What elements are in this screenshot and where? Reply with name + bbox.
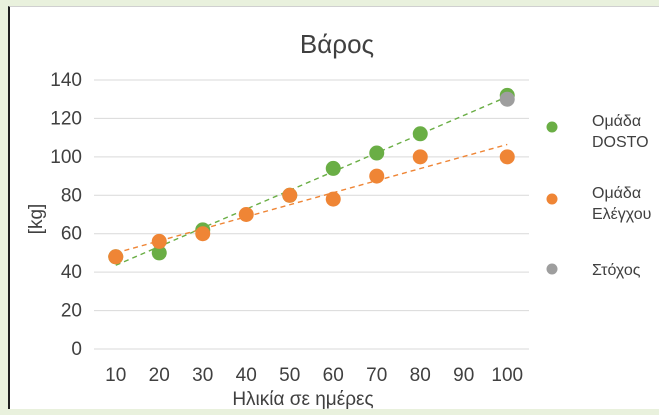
x-tick-70: 70 xyxy=(366,365,387,386)
y-tick-60: 60 xyxy=(61,224,82,245)
legend-label-0-1: DOSTO xyxy=(592,134,649,151)
point-series-1-2 xyxy=(195,226,211,242)
legend-label-2-0: Στόχος xyxy=(592,262,641,279)
point-series-0-4 xyxy=(325,160,341,176)
point-series-1-8 xyxy=(499,149,515,165)
x-tick-20: 20 xyxy=(149,365,170,386)
x-tick-100: 100 xyxy=(491,365,523,386)
y-tick-100: 100 xyxy=(50,147,82,168)
point-series-0-6 xyxy=(412,126,428,142)
point-series-1-5 xyxy=(325,191,341,207)
x-axis-label: Ηλικία σε ημέρες xyxy=(232,389,373,410)
chart-title: Βάρος xyxy=(300,29,374,59)
x-tick-50: 50 xyxy=(279,365,300,386)
trendlines xyxy=(115,96,508,266)
point-series-2-0 xyxy=(499,91,515,107)
point-series-0-5 xyxy=(369,145,385,161)
x-tick-60: 60 xyxy=(323,365,344,386)
legend: Ομάδα DOSTO Ομάδα Ελέγχου Στόχος xyxy=(546,113,651,279)
x-tick-80: 80 xyxy=(410,365,431,386)
y-tick-80: 80 xyxy=(61,185,82,206)
y-tick-140: 140 xyxy=(50,70,82,91)
point-series-1-7 xyxy=(412,149,428,165)
gridlines xyxy=(94,79,529,350)
legend-label-0-0: Ομάδα xyxy=(592,113,641,130)
y-tick-20: 20 xyxy=(61,301,82,322)
y-tick-labels: 0 20 40 60 80 100 120 140 xyxy=(50,70,82,360)
x-tick-40: 40 xyxy=(236,365,257,386)
legend-label-1-0: Ομάδα xyxy=(592,185,641,202)
point-series-1-4 xyxy=(282,187,298,203)
y-axis-label: [kg] xyxy=(26,204,47,235)
legend-marker-1 xyxy=(546,193,558,205)
legend-marker-2 xyxy=(546,263,558,275)
legend-label-1-1: Ελέγχου xyxy=(592,206,651,223)
data-points xyxy=(108,87,515,265)
y-tick-40: 40 xyxy=(61,262,82,283)
trendline-series-0 xyxy=(115,96,508,266)
point-series-0-1 xyxy=(151,245,167,261)
point-series-1-1 xyxy=(151,233,167,249)
trendline-series-1 xyxy=(115,143,508,254)
point-series-1-3 xyxy=(238,207,254,222)
x-tick-30: 30 xyxy=(192,365,213,386)
y-tick-120: 120 xyxy=(50,108,82,129)
weight-chart: Βάρος Ηλικία σε ημέρες [kg] 020406080100… xyxy=(26,29,651,410)
legend-marker-0 xyxy=(546,121,558,133)
point-series-1-6 xyxy=(369,168,385,184)
chart-panel: Βάρος Ηλικία σε ημέρες [kg] 0 20 40 60 80 100… xyxy=(8,6,659,410)
point-series-1-0 xyxy=(108,249,124,265)
x-tick-90: 90 xyxy=(453,365,474,386)
y-tick-0: 0 xyxy=(71,339,82,360)
x-tick-10: 10 xyxy=(105,365,126,386)
x-tick-labels: 10 20 30 40 50 60 70 80 90 100 xyxy=(105,365,523,386)
